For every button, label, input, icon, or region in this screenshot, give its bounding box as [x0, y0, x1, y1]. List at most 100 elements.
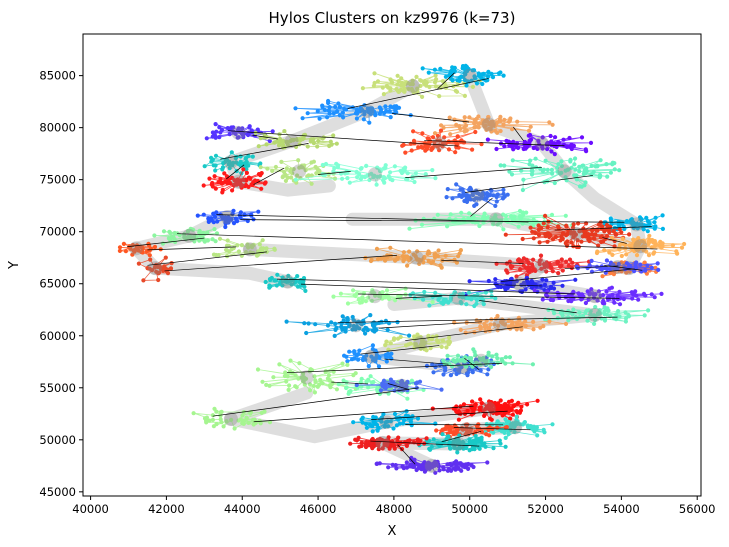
- data-point: [213, 186, 218, 191]
- data-point: [414, 74, 419, 79]
- data-point: [494, 199, 499, 204]
- data-point: [536, 138, 541, 144]
- cluster-link: [387, 383, 410, 390]
- data-point: [140, 250, 145, 255]
- centroid-path: [243, 242, 602, 303]
- data-point: [227, 132, 232, 137]
- data-point: [631, 225, 636, 230]
- data-point: [623, 316, 629, 321]
- data-point: [514, 409, 519, 414]
- data-point: [533, 268, 538, 273]
- data-point: [241, 167, 246, 172]
- x-axis-label: X: [388, 524, 397, 539]
- data-point: [277, 362, 282, 367]
- data-point: [602, 308, 607, 314]
- data-point: [617, 302, 623, 307]
- data-point: [502, 163, 507, 168]
- data-point: [445, 357, 450, 362]
- data-point: [539, 266, 544, 271]
- data-point: [485, 358, 490, 363]
- data-point: [430, 168, 435, 173]
- data-point: [303, 167, 308, 172]
- data-point: [509, 214, 514, 219]
- data-point: [236, 135, 241, 140]
- data-point: [450, 78, 455, 83]
- data-point: [432, 131, 438, 136]
- data-point: [470, 193, 475, 198]
- data-point: [446, 339, 451, 344]
- data-point: [410, 174, 415, 179]
- data-point: [517, 208, 523, 214]
- data-point: [471, 439, 476, 444]
- cluster-link: [147, 251, 267, 266]
- data-point: [356, 297, 361, 302]
- data-point: [225, 126, 230, 131]
- data-point: [252, 417, 257, 422]
- data-point: [469, 359, 474, 364]
- data-point: [484, 432, 489, 437]
- data-point: [405, 379, 410, 384]
- data-point: [492, 215, 497, 220]
- data-point: [123, 249, 128, 254]
- data-point: [404, 443, 409, 448]
- data-point: [519, 404, 524, 409]
- data-point: [610, 292, 615, 298]
- data-point: [616, 309, 621, 314]
- data-point: [384, 288, 390, 293]
- data-point: [263, 180, 268, 185]
- data-point: [480, 408, 485, 413]
- data-point: [347, 180, 352, 185]
- data-point: [238, 210, 243, 215]
- data-point: [223, 224, 228, 230]
- cluster-link: [405, 326, 523, 341]
- data-point: [491, 430, 496, 435]
- data-point: [302, 321, 307, 326]
- data-point: [300, 375, 305, 380]
- data-point: [492, 400, 498, 406]
- data-point: [540, 277, 545, 282]
- data-point: [531, 327, 536, 332]
- data-point: [438, 128, 444, 133]
- data-point: [285, 374, 290, 379]
- data-point: [510, 361, 515, 366]
- data-point: [462, 193, 467, 198]
- cluster: [195, 208, 261, 230]
- cluster-link: [371, 410, 508, 420]
- x-tick-label: 46000: [300, 502, 337, 516]
- data-point: [501, 73, 506, 78]
- data-point: [604, 162, 609, 167]
- cluster-centroid: [299, 370, 314, 385]
- data-point: [273, 164, 278, 170]
- data-point: [406, 86, 411, 92]
- data-point: [495, 356, 500, 361]
- data-point: [549, 167, 555, 172]
- data-point: [274, 283, 279, 288]
- data-point: [213, 214, 218, 219]
- data-point: [309, 173, 314, 178]
- data-point: [602, 316, 607, 321]
- y-tick-label: 85000: [39, 69, 76, 83]
- data-point: [570, 312, 575, 317]
- data-point: [528, 124, 533, 129]
- data-point: [353, 293, 358, 299]
- data-point: [244, 170, 249, 175]
- data-point: [268, 277, 273, 282]
- data-point: [260, 238, 265, 243]
- data-point: [161, 229, 167, 234]
- data-point: [526, 218, 531, 223]
- data-point: [502, 402, 508, 407]
- data-point: [420, 145, 425, 150]
- data-point: [251, 250, 256, 256]
- data-point: [446, 147, 452, 152]
- data-point: [587, 292, 592, 297]
- cluster-link: [554, 226, 652, 231]
- data-point: [426, 249, 431, 254]
- data-point: [569, 165, 574, 170]
- data-point: [328, 139, 333, 144]
- data-point: [213, 153, 219, 158]
- data-point: [462, 125, 467, 130]
- data-point: [439, 441, 444, 446]
- data-point: [596, 289, 602, 294]
- data-point: [482, 441, 487, 446]
- data-point: [589, 232, 594, 237]
